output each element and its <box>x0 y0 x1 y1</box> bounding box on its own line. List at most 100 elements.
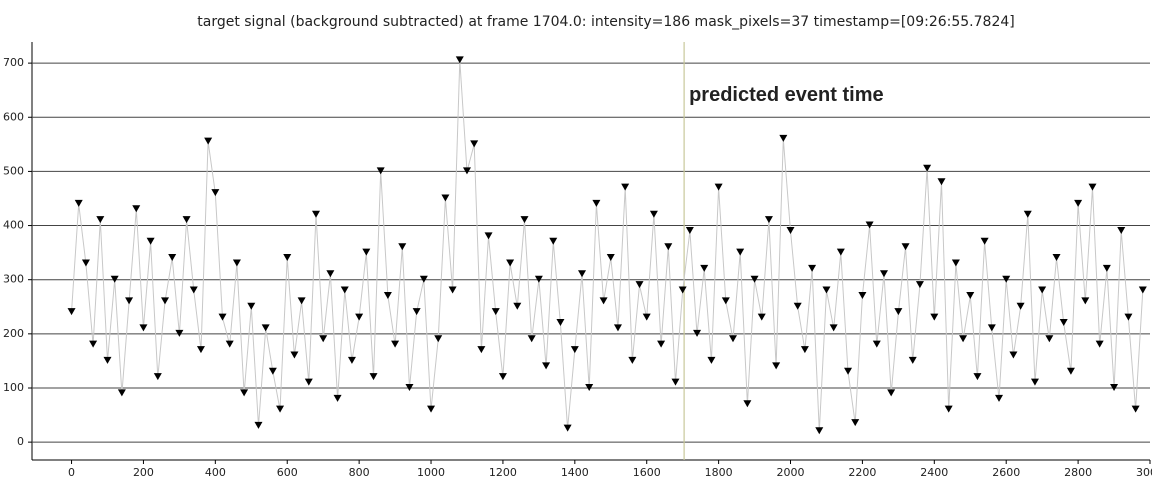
marker <box>247 302 256 310</box>
marker <box>506 259 515 267</box>
marker <box>1124 313 1133 321</box>
marker <box>649 210 658 218</box>
marker <box>319 335 328 343</box>
y-tick-label: 600 <box>3 110 24 123</box>
chart-title: target signal (background subtracted) at… <box>197 14 1014 30</box>
marker <box>908 356 917 364</box>
marker <box>383 291 392 299</box>
marker <box>311 210 320 218</box>
marker <box>132 205 141 213</box>
x-tick-label: 1800 <box>705 466 733 479</box>
marker <box>362 248 371 256</box>
marker <box>678 286 687 294</box>
marker <box>297 297 306 305</box>
marker <box>750 275 759 283</box>
marker <box>613 324 622 332</box>
marker <box>599 297 608 305</box>
marker <box>995 394 1004 402</box>
marker <box>542 362 551 370</box>
marker <box>1002 275 1011 283</box>
marker <box>498 373 507 381</box>
x-tick-label: 2000 <box>777 466 805 479</box>
marker <box>419 275 428 283</box>
marker <box>671 378 680 386</box>
marker <box>189 286 198 294</box>
marker <box>951 259 960 267</box>
marker <box>225 340 234 348</box>
marker <box>232 259 241 267</box>
marker <box>103 356 112 364</box>
marker <box>779 134 788 142</box>
marker <box>1009 351 1018 359</box>
marker <box>405 383 414 391</box>
marker <box>721 297 730 305</box>
annotation: predicted event time <box>689 84 884 106</box>
marker <box>74 199 83 207</box>
marker <box>1016 302 1025 310</box>
marker <box>1066 367 1075 375</box>
marker <box>1059 319 1068 327</box>
marker <box>865 221 874 229</box>
marker <box>146 237 155 245</box>
marker <box>268 367 277 375</box>
marker <box>1023 210 1032 218</box>
marker <box>455 56 464 64</box>
marker <box>110 275 119 283</box>
y-tick-label: 100 <box>3 381 24 394</box>
marker <box>398 243 407 251</box>
marker <box>484 232 493 240</box>
marker <box>139 324 148 332</box>
marker <box>693 329 702 337</box>
marker <box>700 264 709 272</box>
marker <box>642 313 651 321</box>
marker <box>1074 199 1083 207</box>
marker <box>901 243 910 251</box>
marker <box>606 254 615 262</box>
x-tick-label: 0 <box>68 466 75 479</box>
marker <box>578 270 587 278</box>
marker <box>182 216 191 224</box>
marker <box>714 183 723 191</box>
marker <box>218 313 227 321</box>
marker <box>427 405 436 413</box>
marker <box>1081 297 1090 305</box>
marker <box>844 367 853 375</box>
y-tick-label: 0 <box>17 435 24 448</box>
marker <box>161 297 170 305</box>
marker <box>772 362 781 370</box>
marker <box>534 275 543 283</box>
marker <box>937 178 946 186</box>
x-tick-label: 400 <box>205 466 226 479</box>
marker <box>858 291 867 299</box>
marker <box>563 424 572 432</box>
marker <box>391 340 400 348</box>
marker <box>987 324 996 332</box>
x-tick-label: 200 <box>133 466 154 479</box>
marker <box>261 324 270 332</box>
marker <box>621 183 630 191</box>
marker <box>326 270 335 278</box>
marker <box>556 319 565 327</box>
marker <box>872 340 881 348</box>
marker <box>477 346 486 354</box>
marker <box>815 427 824 435</box>
x-tick-label: 1000 <box>417 466 445 479</box>
marker <box>1102 264 1111 272</box>
marker <box>879 270 888 278</box>
marker <box>168 254 177 262</box>
marker <box>204 137 213 145</box>
marker <box>944 405 953 413</box>
marker <box>585 383 594 391</box>
marker <box>240 389 249 397</box>
marker <box>549 237 558 245</box>
marker <box>1088 183 1097 191</box>
marker <box>448 286 457 294</box>
marker <box>1138 286 1147 294</box>
marker <box>829 324 838 332</box>
x-tick-label: 1600 <box>633 466 661 479</box>
x-tick-label: 2200 <box>848 466 876 479</box>
x-tick-label: 800 <box>349 466 370 479</box>
x-tick-label: 3000 <box>1136 466 1152 479</box>
x-tick-label: 1400 <box>561 466 589 479</box>
